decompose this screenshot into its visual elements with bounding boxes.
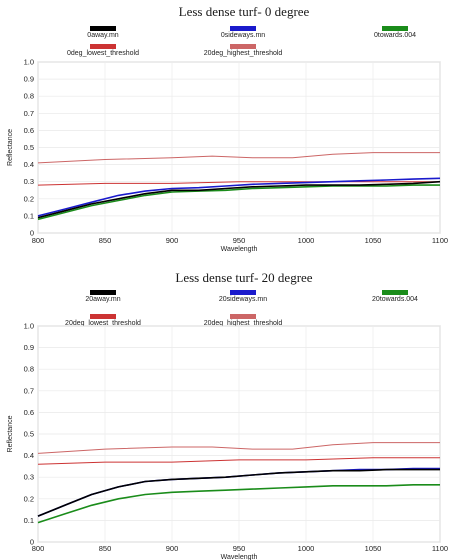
y-tick-label: 0.8 [24, 365, 34, 374]
y-tick-label: 0.6 [24, 126, 34, 135]
legend-swatch [382, 290, 408, 295]
x-tick-label: 950 [233, 544, 246, 553]
x-tick-label: 900 [166, 544, 179, 553]
x-tick-label: 900 [166, 236, 179, 245]
legend-label: 20deg_highest_threshold [204, 320, 283, 327]
legend-swatch [90, 290, 116, 295]
series-line-20deg-lowest-threshold [37, 457, 440, 465]
y-tick-label: 0.1 [24, 516, 34, 525]
legend-swatch [230, 26, 256, 31]
series-line-0towards-004 [37, 184, 440, 221]
y-tick-label: 0.2 [24, 194, 34, 203]
x-tick-label: 1050 [365, 236, 382, 245]
series-line-0away-mn [37, 180, 441, 219]
x-axis-label: Wavelength [221, 246, 258, 253]
y-tick-label: 1.0 [24, 322, 34, 331]
y-tick-label: 0.9 [24, 343, 34, 352]
legend-swatch [90, 314, 116, 319]
x-axis-label: Wavelength [221, 554, 258, 560]
y-tick-label: 0.7 [24, 109, 34, 118]
legend-label: 20sideways.mn [219, 296, 267, 303]
y-tick-label: 0.3 [24, 177, 34, 186]
y-axis-label: Reflectance [7, 415, 14, 452]
legend-label: 20deg_highest_threshold [204, 50, 283, 57]
y-tick-label: 0.7 [24, 386, 34, 395]
legend-label: 20deg_lowest_threshold [65, 320, 141, 327]
chart-panel-0deg: Less dense turf- 0 degree 0away.mn 0sidewa… [0, 0, 453, 262]
legend-swatch [230, 290, 256, 295]
y-tick-label: 0.9 [24, 75, 34, 84]
y-tick-label: 0.4 [24, 160, 34, 169]
chart-20deg: Less dense turf- 20 degree 20away.mn 20sid… [7, 270, 448, 560]
y-tick-label: 0.8 [24, 92, 34, 101]
chart-title: Less dense turf- 0 degree [179, 4, 310, 19]
y-tick-label: 0.5 [24, 430, 34, 439]
legend-label: 20away.mn [85, 296, 120, 303]
legend-swatch [90, 44, 116, 49]
chart-title: Less dense turf- 20 degree [175, 270, 312, 285]
chart-panel-20deg: Less dense turf- 20 degree 20away.mn 20sid… [0, 268, 453, 560]
x-tick-label: 1100 [432, 544, 448, 553]
legend-label: 0deg_lowest_threshold [67, 50, 139, 57]
y-tick-label: 0.1 [24, 211, 34, 220]
y-tick-label: 0.3 [24, 473, 34, 482]
chart-0deg: Less dense turf- 0 degree 0away.mn 0sidewa… [7, 4, 448, 253]
y-tick-label: 0.4 [24, 451, 34, 460]
series-line-20away-mn [37, 468, 440, 517]
y-tick-label: 0.2 [24, 494, 34, 503]
y-tick-label: 1.0 [24, 58, 34, 67]
series-line-0sideways-mn [37, 177, 441, 217]
x-tick-label: 800 [32, 544, 45, 553]
series-line-20towards-004 [37, 484, 440, 524]
legend-label: 20towards.004 [372, 296, 418, 303]
y-tick-label: 0 [30, 229, 34, 238]
legend-swatch [230, 314, 256, 319]
y-tick-label: 0.5 [24, 143, 34, 152]
x-tick-label: 1100 [432, 236, 448, 245]
x-tick-label: 850 [99, 236, 112, 245]
x-tick-label: 1000 [298, 544, 315, 553]
legend-label: 0sideways.mn [221, 32, 265, 39]
series-line-0deg-lowest-threshold [37, 181, 440, 186]
legend-label: 0towards.004 [374, 32, 416, 39]
legend-swatch [90, 26, 116, 31]
x-tick-label: 800 [32, 236, 45, 245]
series-line-20deg-highest-threshold [37, 442, 440, 454]
x-tick-label: 1000 [298, 236, 315, 245]
x-tick-label: 850 [99, 544, 112, 553]
y-axis-label: Reflectance [7, 129, 14, 166]
y-tick-label: 0 [30, 538, 34, 547]
x-tick-label: 950 [233, 236, 246, 245]
y-tick-label: 0.6 [24, 408, 34, 417]
series-line-20deg-highest-threshold [37, 152, 440, 164]
x-tick-label: 1050 [365, 544, 382, 553]
legend-swatch [230, 44, 256, 49]
legend-label: 0away.mn [87, 32, 118, 39]
legend-swatch [382, 26, 408, 31]
